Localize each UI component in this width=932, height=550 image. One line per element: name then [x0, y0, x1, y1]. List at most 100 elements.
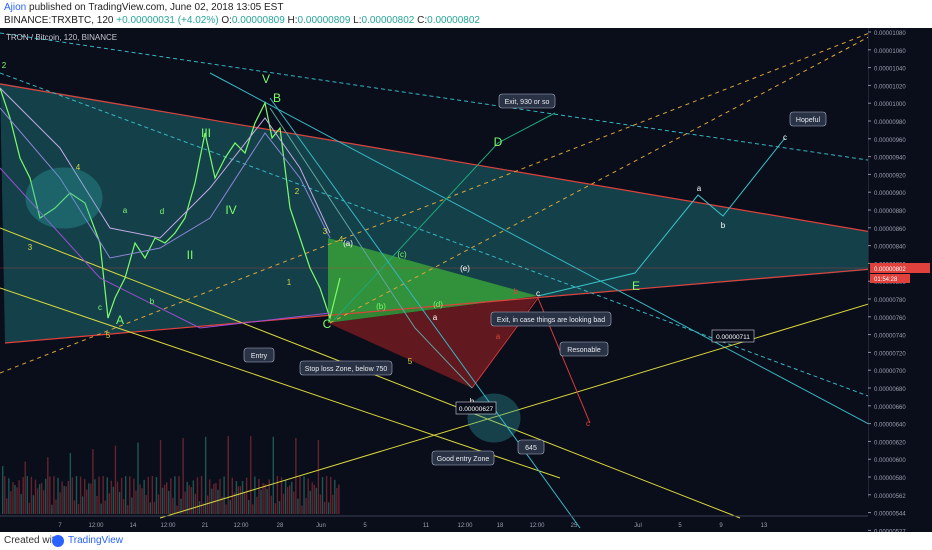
tradingview-brand[interactable]: TradingView	[68, 535, 124, 546]
low-label: L:	[353, 15, 362, 26]
price-tick-label: 0.00000660	[874, 405, 906, 411]
volume-bar	[307, 478, 309, 514]
volume-bar	[75, 476, 78, 514]
countdown-label: 01:54:28	[874, 277, 898, 283]
price-tick-label: 0.00001080	[874, 31, 906, 37]
open-label: O:	[221, 15, 232, 26]
volume-bar	[112, 486, 115, 514]
volume-bar	[198, 501, 201, 514]
wave-label: b	[150, 297, 155, 306]
exit-bad-callout	[490, 311, 612, 327]
volume-bar	[217, 489, 219, 514]
moving-average-3	[0, 167, 331, 329]
exit-930-callout-text: Exit, 930 or so	[505, 99, 550, 106]
price-tick-label: 0.00000544	[874, 512, 906, 518]
wave-label: (b)	[376, 302, 386, 311]
price-tick-label: 0.00000600	[874, 458, 906, 464]
good-entry-callout-text: Good entry Zone	[437, 456, 490, 463]
volume-bar	[26, 476, 28, 514]
price-tick-label: 0.00000720	[874, 351, 906, 357]
time-tick-label: 12:00	[233, 523, 249, 529]
time-tick-label: 21	[202, 523, 209, 529]
wave-label: (c)	[397, 250, 407, 259]
time-tick-label: 13	[761, 523, 768, 529]
price-scale[interactable]: 0.00001080 0.00001060 0.00001040 0.00001020…	[868, 28, 932, 532]
good-entry-callout	[431, 450, 495, 466]
symbol-label: BINANCE:TRXBTC, 120	[4, 15, 114, 26]
volume-bar	[18, 480, 20, 514]
volume-bar	[127, 505, 129, 514]
volume-bar	[276, 476, 279, 514]
low-value: 0.00000802	[361, 15, 415, 26]
time-tick-label: 18	[497, 523, 504, 529]
open-value: 0.00000809	[231, 15, 285, 26]
volume-bar	[118, 491, 121, 514]
volume-bar	[143, 479, 145, 514]
volume-bar	[155, 477, 158, 514]
volume-bar	[266, 488, 268, 514]
price-tick-label: 0.00000880	[874, 209, 906, 215]
volume-bar	[209, 479, 211, 514]
close-value: 0.00000802	[427, 15, 480, 26]
volume-bar	[40, 482, 43, 514]
volume-bar	[295, 438, 297, 514]
moving-average-2	[0, 87, 331, 239]
volume-bar	[229, 499, 231, 514]
volume-bar	[274, 503, 277, 514]
time-tick-label: 12:00	[88, 523, 104, 529]
volume-bar	[213, 483, 215, 514]
volume-bar	[204, 436, 207, 514]
chart-area[interactable]: 0.00001080 0.00001060 0.00001040 0.00001020…	[0, 22, 932, 532]
lower-triangle-line	[4, 266, 896, 344]
volume-bar	[207, 495, 209, 514]
chart-title: TRON / Bitcoin, 120, BINANCE	[6, 33, 117, 42]
volume-bar	[104, 500, 106, 514]
price-tick-label: 0.00000620	[874, 440, 906, 446]
volume-bar	[168, 490, 170, 514]
price-tick-label: 0.00000580	[874, 476, 906, 482]
volume-bar	[57, 477, 59, 514]
wave-label: 4	[76, 163, 81, 172]
volume-bar	[270, 495, 272, 514]
volume-bar	[286, 487, 289, 514]
volume-bar	[67, 480, 69, 514]
publish-info: published on TradingView.com, June 02, 2…	[26, 2, 284, 13]
volume-bar	[192, 480, 195, 514]
time-tick-label: Jul	[634, 523, 642, 529]
wave-label: a	[496, 332, 501, 341]
projection-to-hopeful	[537, 137, 786, 297]
time-tick-label: 5	[363, 523, 367, 529]
price-label-711	[711, 329, 755, 343]
volume-bar	[139, 484, 141, 514]
bc-projection	[269, 107, 473, 389]
close-label: C:	[417, 15, 428, 26]
target-645-callout	[517, 439, 545, 455]
price-tick-label: 0.00000640	[874, 423, 906, 429]
volume-bar	[30, 476, 33, 514]
wave-label: II	[187, 248, 194, 262]
volume-bar	[65, 486, 67, 514]
volume-bar	[332, 494, 334, 514]
wave-label: (d)	[433, 300, 443, 309]
upper-channel-dashed	[0, 32, 896, 165]
wave-label: b	[470, 397, 475, 406]
volume-bar	[163, 484, 166, 514]
volume-bar	[63, 485, 65, 514]
volume-bar	[47, 457, 49, 514]
wave-label: b	[721, 221, 726, 230]
wave-label: B	[273, 91, 281, 105]
volume-bar	[180, 498, 182, 514]
wave-label: C	[323, 317, 332, 331]
price-tick-label: 0.00000740	[874, 334, 906, 340]
price-chart[interactable]	[0, 22, 932, 532]
volume-bar	[4, 476, 6, 514]
volume-bar	[43, 490, 45, 514]
wave-label: c	[783, 133, 787, 142]
resonable-callout-text: Resonable	[567, 347, 601, 354]
volume-bar	[256, 496, 258, 514]
volume-bar	[323, 501, 326, 514]
volume-bar	[96, 496, 98, 514]
wave-4-circle	[25, 167, 103, 229]
author-link[interactable]: Ajion	[4, 2, 27, 13]
last-price-label: 0.00000802	[874, 267, 906, 273]
